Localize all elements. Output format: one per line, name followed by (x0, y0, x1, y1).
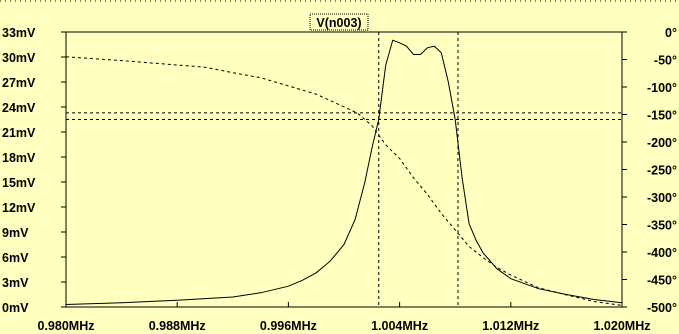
x-tick-label: 0.980MHz (38, 319, 95, 333)
y-axis-right: 0° -50° -100° -150° -200° -250° -300° -350° -400… (622, 26, 677, 315)
y-left-tick-label: 24mV (2, 101, 36, 115)
y-right-tick-label: -300° (647, 191, 677, 205)
y-left-tick-label: 6mV (2, 251, 29, 265)
trace-title[interactable]: V(n003) (316, 16, 361, 30)
y-right-tick-label: -200° (647, 136, 677, 150)
x-tick-label: 1.012MHz (482, 319, 539, 333)
series-group (65, 39, 623, 306)
x-tick-label: 0.996MHz (260, 319, 317, 333)
y-right-tick-label: -400° (647, 246, 677, 260)
y-right-tick-label: -150° (647, 109, 677, 123)
y-right-tick-label: -450° (647, 274, 677, 288)
y-right-tick-label: -500° (647, 301, 677, 315)
y-right-tick-label: -250° (647, 164, 677, 178)
y-left-tick-label: 30mV (2, 51, 36, 65)
magnitude-trace (65, 39, 623, 305)
y-right-tick-label: -350° (647, 219, 677, 233)
trace-title-box[interactable] (309, 13, 369, 31)
y-left-tick-label: 3mV (2, 276, 29, 290)
y-right-tick-label: -50° (654, 54, 677, 68)
y-left-tick-label: 9mV (2, 226, 29, 240)
y-axis-left: 0mV 3mV 6mV 9mV 12mV 15mV 18mV 21mV 24mV 27mV 30mV… (2, 26, 66, 315)
cursor-lines (66, 32, 622, 307)
y-left-tick-label: 18mV (2, 151, 36, 165)
x-tick-label: 0.988MHz (149, 319, 206, 333)
y-left-tick-label: 33mV (2, 26, 36, 40)
y-right-tick-label: -100° (647, 81, 677, 95)
y-left-tick-label: 12mV (2, 201, 36, 215)
y-left-tick-label: 15mV (2, 176, 36, 190)
x-axis: 0.980MHz 0.988MHz 0.996MHz 1.004MHz 1.012MHz… (38, 302, 651, 333)
x-tick-label: 1.004MHz (371, 319, 428, 333)
x-tick-label: 1.020MHz (594, 319, 651, 333)
y-left-tick-label: 0mV (2, 301, 29, 315)
phase-trace (65, 56, 623, 306)
y-left-tick-label: 21mV (2, 126, 36, 140)
y-right-tick-label: 0° (665, 26, 677, 40)
y-left-tick-label: 27mV (2, 76, 36, 90)
